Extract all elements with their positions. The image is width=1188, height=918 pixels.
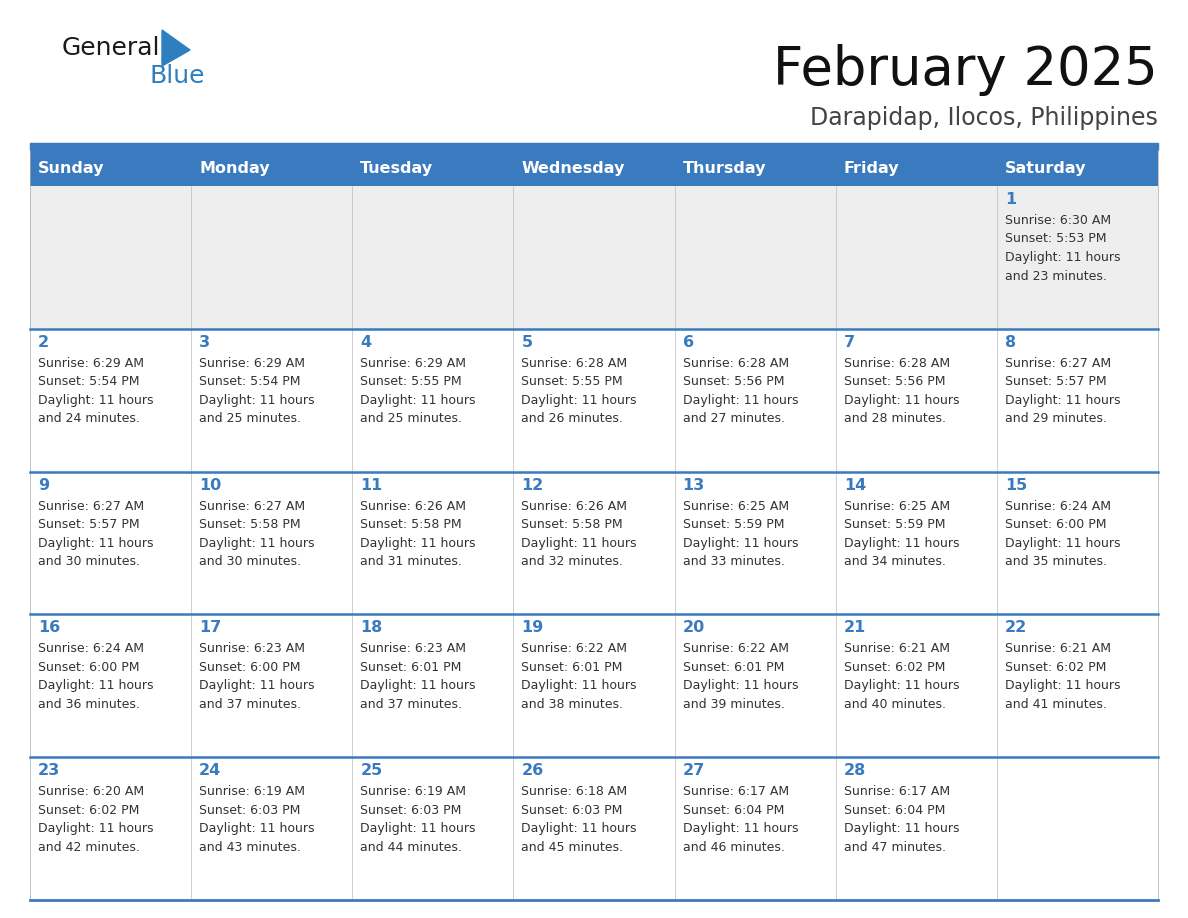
Bar	[30, 757, 1158, 900]
Text: Sunrise: 6:29 AM
Sunset: 5:55 PM
Daylight: 11 hours
and 25 minutes.: Sunrise: 6:29 AM Sunset: 5:55 PM Dayligh…	[360, 357, 475, 425]
Text: 12: 12	[522, 477, 544, 493]
Text: Darapidap, Ilocos, Philippines: Darapidap, Ilocos, Philippines	[810, 106, 1158, 130]
Text: Sunrise: 6:23 AM
Sunset: 6:00 PM
Daylight: 11 hours
and 37 minutes.: Sunrise: 6:23 AM Sunset: 6:00 PM Dayligh…	[200, 643, 315, 711]
Text: 10: 10	[200, 477, 221, 493]
Bar	[675, 150, 835, 186]
Text: Sunrise: 6:30 AM
Sunset: 5:53 PM
Daylight: 11 hours
and 23 minutes.: Sunrise: 6:30 AM Sunset: 5:53 PM Dayligh…	[1005, 214, 1120, 283]
Text: Sunrise: 6:26 AM
Sunset: 5:58 PM
Daylight: 11 hours
and 32 minutes.: Sunrise: 6:26 AM Sunset: 5:58 PM Dayligh…	[522, 499, 637, 568]
Text: 21: 21	[843, 621, 866, 635]
Text: 7: 7	[843, 335, 855, 350]
Bar	[30, 614, 1158, 757]
Text: Sunrise: 6:25 AM
Sunset: 5:59 PM
Daylight: 11 hours
and 34 minutes.: Sunrise: 6:25 AM Sunset: 5:59 PM Dayligh…	[843, 499, 959, 568]
Text: 8: 8	[1005, 335, 1016, 350]
Text: Wednesday: Wednesday	[522, 161, 625, 175]
Text: 17: 17	[200, 621, 221, 635]
Bar	[30, 143, 1158, 150]
Bar	[353, 150, 513, 186]
Bar	[997, 150, 1158, 186]
Bar	[30, 150, 191, 186]
Text: Sunrise: 6:24 AM
Sunset: 6:00 PM
Daylight: 11 hours
and 36 minutes.: Sunrise: 6:24 AM Sunset: 6:00 PM Dayligh…	[38, 643, 153, 711]
Text: 3: 3	[200, 335, 210, 350]
Text: 5: 5	[522, 335, 532, 350]
Text: 16: 16	[38, 621, 61, 635]
Bar	[30, 472, 1158, 614]
Text: 14: 14	[843, 477, 866, 493]
Text: 11: 11	[360, 477, 383, 493]
Text: Sunrise: 6:17 AM
Sunset: 6:04 PM
Daylight: 11 hours
and 47 minutes.: Sunrise: 6:17 AM Sunset: 6:04 PM Dayligh…	[843, 785, 959, 854]
Text: Sunrise: 6:22 AM
Sunset: 6:01 PM
Daylight: 11 hours
and 39 minutes.: Sunrise: 6:22 AM Sunset: 6:01 PM Dayligh…	[683, 643, 798, 711]
Text: Sunrise: 6:23 AM
Sunset: 6:01 PM
Daylight: 11 hours
and 37 minutes.: Sunrise: 6:23 AM Sunset: 6:01 PM Dayligh…	[360, 643, 475, 711]
Text: Sunrise: 6:19 AM
Sunset: 6:03 PM
Daylight: 11 hours
and 44 minutes.: Sunrise: 6:19 AM Sunset: 6:03 PM Dayligh…	[360, 785, 475, 854]
Text: Sunrise: 6:21 AM
Sunset: 6:02 PM
Daylight: 11 hours
and 41 minutes.: Sunrise: 6:21 AM Sunset: 6:02 PM Dayligh…	[1005, 643, 1120, 711]
Text: Sunrise: 6:28 AM
Sunset: 5:55 PM
Daylight: 11 hours
and 26 minutes.: Sunrise: 6:28 AM Sunset: 5:55 PM Dayligh…	[522, 357, 637, 425]
Text: Sunrise: 6:19 AM
Sunset: 6:03 PM
Daylight: 11 hours
and 43 minutes.: Sunrise: 6:19 AM Sunset: 6:03 PM Dayligh…	[200, 785, 315, 854]
Text: 28: 28	[843, 763, 866, 778]
Text: General: General	[62, 36, 160, 60]
Bar	[191, 150, 353, 186]
Text: Sunrise: 6:29 AM
Sunset: 5:54 PM
Daylight: 11 hours
and 25 minutes.: Sunrise: 6:29 AM Sunset: 5:54 PM Dayligh…	[200, 357, 315, 425]
Text: Sunrise: 6:28 AM
Sunset: 5:56 PM
Daylight: 11 hours
and 27 minutes.: Sunrise: 6:28 AM Sunset: 5:56 PM Dayligh…	[683, 357, 798, 425]
Text: 13: 13	[683, 477, 704, 493]
Text: Sunrise: 6:17 AM
Sunset: 6:04 PM
Daylight: 11 hours
and 46 minutes.: Sunrise: 6:17 AM Sunset: 6:04 PM Dayligh…	[683, 785, 798, 854]
Text: Sunrise: 6:29 AM
Sunset: 5:54 PM
Daylight: 11 hours
and 24 minutes.: Sunrise: 6:29 AM Sunset: 5:54 PM Dayligh…	[38, 357, 153, 425]
Text: Saturday: Saturday	[1005, 161, 1086, 175]
Text: Friday: Friday	[843, 161, 899, 175]
Bar	[30, 186, 1158, 329]
Text: February 2025: February 2025	[773, 44, 1158, 96]
Text: Sunrise: 6:26 AM
Sunset: 5:58 PM
Daylight: 11 hours
and 31 minutes.: Sunrise: 6:26 AM Sunset: 5:58 PM Dayligh…	[360, 499, 475, 568]
Text: 9: 9	[38, 477, 49, 493]
Bar	[835, 150, 997, 186]
Text: Sunrise: 6:25 AM
Sunset: 5:59 PM
Daylight: 11 hours
and 33 minutes.: Sunrise: 6:25 AM Sunset: 5:59 PM Dayligh…	[683, 499, 798, 568]
Bar	[513, 150, 675, 186]
Text: Sunrise: 6:21 AM
Sunset: 6:02 PM
Daylight: 11 hours
and 40 minutes.: Sunrise: 6:21 AM Sunset: 6:02 PM Dayligh…	[843, 643, 959, 711]
Text: 15: 15	[1005, 477, 1028, 493]
Text: Sunrise: 6:27 AM
Sunset: 5:57 PM
Daylight: 11 hours
and 30 minutes.: Sunrise: 6:27 AM Sunset: 5:57 PM Dayligh…	[38, 499, 153, 568]
Text: 24: 24	[200, 763, 221, 778]
Text: Thursday: Thursday	[683, 161, 766, 175]
Text: Tuesday: Tuesday	[360, 161, 434, 175]
Text: Sunrise: 6:18 AM
Sunset: 6:03 PM
Daylight: 11 hours
and 45 minutes.: Sunrise: 6:18 AM Sunset: 6:03 PM Dayligh…	[522, 785, 637, 854]
Text: 26: 26	[522, 763, 544, 778]
Text: 22: 22	[1005, 621, 1028, 635]
Text: Sunrise: 6:27 AM
Sunset: 5:57 PM
Daylight: 11 hours
and 29 minutes.: Sunrise: 6:27 AM Sunset: 5:57 PM Dayligh…	[1005, 357, 1120, 425]
Text: 2: 2	[38, 335, 49, 350]
Text: 6: 6	[683, 335, 694, 350]
Text: 25: 25	[360, 763, 383, 778]
Text: 4: 4	[360, 335, 372, 350]
Text: 23: 23	[38, 763, 61, 778]
Text: Monday: Monday	[200, 161, 270, 175]
Text: 27: 27	[683, 763, 704, 778]
Text: Sunrise: 6:27 AM
Sunset: 5:58 PM
Daylight: 11 hours
and 30 minutes.: Sunrise: 6:27 AM Sunset: 5:58 PM Dayligh…	[200, 499, 315, 568]
Text: Sunday: Sunday	[38, 161, 105, 175]
Text: Sunrise: 6:22 AM
Sunset: 6:01 PM
Daylight: 11 hours
and 38 minutes.: Sunrise: 6:22 AM Sunset: 6:01 PM Dayligh…	[522, 643, 637, 711]
Text: Sunrise: 6:24 AM
Sunset: 6:00 PM
Daylight: 11 hours
and 35 minutes.: Sunrise: 6:24 AM Sunset: 6:00 PM Dayligh…	[1005, 499, 1120, 568]
Text: Blue: Blue	[150, 64, 206, 88]
Text: 20: 20	[683, 621, 704, 635]
Bar	[30, 329, 1158, 472]
Text: 1: 1	[1005, 192, 1016, 207]
Text: 18: 18	[360, 621, 383, 635]
Text: Sunrise: 6:28 AM
Sunset: 5:56 PM
Daylight: 11 hours
and 28 minutes.: Sunrise: 6:28 AM Sunset: 5:56 PM Dayligh…	[843, 357, 959, 425]
Polygon shape	[162, 30, 190, 66]
Text: 19: 19	[522, 621, 544, 635]
Text: Sunrise: 6:20 AM
Sunset: 6:02 PM
Daylight: 11 hours
and 42 minutes.: Sunrise: 6:20 AM Sunset: 6:02 PM Dayligh…	[38, 785, 153, 854]
